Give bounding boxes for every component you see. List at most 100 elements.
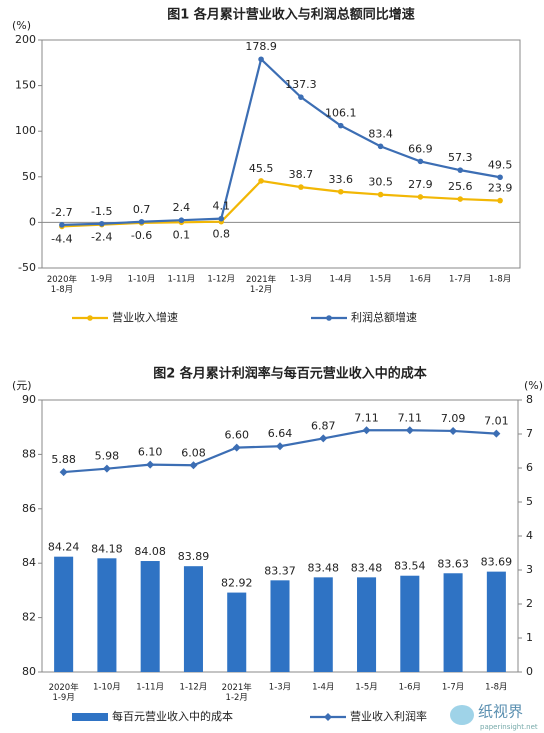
x-tick-label: 1-3月 bbox=[290, 275, 312, 285]
value-label: 83.48 bbox=[308, 561, 340, 574]
value-label: 137.3 bbox=[285, 78, 317, 91]
marker bbox=[497, 174, 503, 181]
x-tick-label: 1-7月 bbox=[442, 683, 464, 693]
x-tick-label: 1-11月 bbox=[136, 683, 164, 693]
marker bbox=[319, 434, 328, 443]
value-label: 66.9 bbox=[408, 142, 433, 155]
y-tick-label: 84 bbox=[22, 556, 36, 569]
chart-title: 图1 各月累计营业收入与利润总额同比增速 bbox=[167, 7, 415, 23]
marker bbox=[377, 191, 384, 198]
value-label: 49.5 bbox=[488, 158, 513, 171]
bar bbox=[486, 571, 506, 672]
x-tick-label: 2021年 1-2月 bbox=[246, 274, 277, 295]
watermark: 纸视界 paperinsight.net bbox=[450, 703, 538, 731]
x-tick-label: 1-5月 bbox=[369, 275, 391, 285]
y2-unit: (%) bbox=[524, 379, 543, 392]
value-label: 84.18 bbox=[91, 542, 123, 555]
marker bbox=[258, 56, 264, 63]
value-label: 27.9 bbox=[408, 178, 433, 191]
bar bbox=[270, 580, 290, 672]
value-label: 83.89 bbox=[178, 550, 210, 563]
legend-label: 利润总额增速 bbox=[351, 310, 417, 324]
y-tick-label: 50 bbox=[22, 170, 36, 183]
marker bbox=[138, 218, 145, 225]
y2-tick-label: 0 bbox=[526, 665, 533, 678]
y2-tick-label: 8 bbox=[526, 393, 533, 406]
x-tick-label: 2020年 1-8月 bbox=[47, 274, 78, 295]
marker bbox=[362, 426, 371, 435]
marker bbox=[218, 215, 225, 222]
marker bbox=[497, 197, 503, 204]
x-tick-label: 2020年 1-9月 bbox=[49, 682, 80, 703]
value-label: 82.92 bbox=[221, 577, 253, 590]
marker bbox=[457, 196, 464, 202]
y2-tick-label: 4 bbox=[526, 529, 533, 542]
value-label: 6.87 bbox=[311, 419, 336, 432]
bar bbox=[443, 573, 463, 672]
value-label: 2.4 bbox=[173, 201, 191, 214]
marker bbox=[492, 429, 501, 438]
y-tick-label: 100 bbox=[15, 124, 36, 137]
x-tick-label: 1-4月 bbox=[312, 683, 334, 693]
marker bbox=[449, 426, 458, 435]
watermark-name: 纸视界 bbox=[478, 703, 523, 721]
value-label: 83.37 bbox=[264, 564, 296, 577]
value-label: 57.3 bbox=[448, 151, 473, 164]
marker bbox=[232, 443, 241, 452]
x-tick-label: 2021年 1-2月 bbox=[222, 682, 253, 703]
value-label: 23.9 bbox=[488, 182, 513, 195]
value-label: 0.7 bbox=[133, 203, 151, 216]
watermark-url: paperinsight.net bbox=[480, 723, 538, 731]
y2-tick-label: 3 bbox=[526, 563, 533, 576]
value-label: 5.88 bbox=[51, 453, 76, 466]
value-label: 30.5 bbox=[368, 176, 393, 189]
marker bbox=[298, 94, 304, 100]
legend-label: 营业收入增速 bbox=[112, 310, 178, 324]
x-tick-label: 1-12月 bbox=[207, 275, 235, 285]
bar bbox=[357, 577, 377, 672]
legend-label: 每百元营业收入中的成本 bbox=[112, 709, 233, 723]
y-tick-label: 82 bbox=[22, 611, 36, 624]
y2-tick-label: 5 bbox=[526, 495, 533, 508]
value-label: 33.6 bbox=[329, 173, 354, 186]
value-label: 83.48 bbox=[351, 561, 383, 574]
y-unit: (%) bbox=[12, 19, 31, 32]
y2-tick-label: 7 bbox=[526, 427, 533, 440]
x-tick-label: 1-10月 bbox=[93, 683, 121, 693]
marker bbox=[189, 461, 198, 470]
value-label: 84.08 bbox=[134, 545, 166, 558]
value-label: -1.5 bbox=[91, 205, 112, 218]
bar bbox=[140, 561, 160, 672]
y-tick-label: 86 bbox=[22, 502, 36, 515]
marker bbox=[258, 178, 264, 184]
legend-label: 营业收入利润率 bbox=[350, 709, 427, 723]
y2-tick-label: 1 bbox=[526, 631, 533, 644]
value-label: 7.09 bbox=[441, 412, 466, 425]
y-tick-label: 90 bbox=[22, 393, 36, 406]
bar bbox=[313, 577, 333, 672]
bar bbox=[54, 556, 74, 672]
y-unit: (元) bbox=[12, 379, 32, 392]
x-tick-label: 1-7月 bbox=[449, 275, 471, 285]
plot-frame bbox=[41, 39, 521, 269]
x-tick-label: 1-6月 bbox=[399, 683, 421, 693]
x-tick-label: 1-10月 bbox=[128, 275, 156, 285]
y2-tick-label: 6 bbox=[526, 461, 533, 474]
marker bbox=[457, 167, 464, 173]
value-label: 83.4 bbox=[368, 127, 393, 140]
value-label: 6.10 bbox=[138, 446, 163, 459]
value-label: 38.7 bbox=[289, 168, 314, 181]
marker bbox=[417, 158, 424, 165]
marker bbox=[377, 143, 384, 150]
bar bbox=[227, 592, 247, 672]
marker bbox=[59, 468, 68, 477]
x-tick-label: 1-8月 bbox=[485, 683, 507, 693]
x-tick-label: 1-6月 bbox=[409, 275, 431, 285]
marker bbox=[405, 426, 414, 435]
value-label: 45.5 bbox=[249, 162, 274, 175]
value-label: 5.98 bbox=[95, 450, 120, 463]
y-tick-label: 80 bbox=[22, 665, 36, 678]
bar bbox=[400, 575, 420, 672]
value-label: 83.69 bbox=[481, 556, 513, 569]
